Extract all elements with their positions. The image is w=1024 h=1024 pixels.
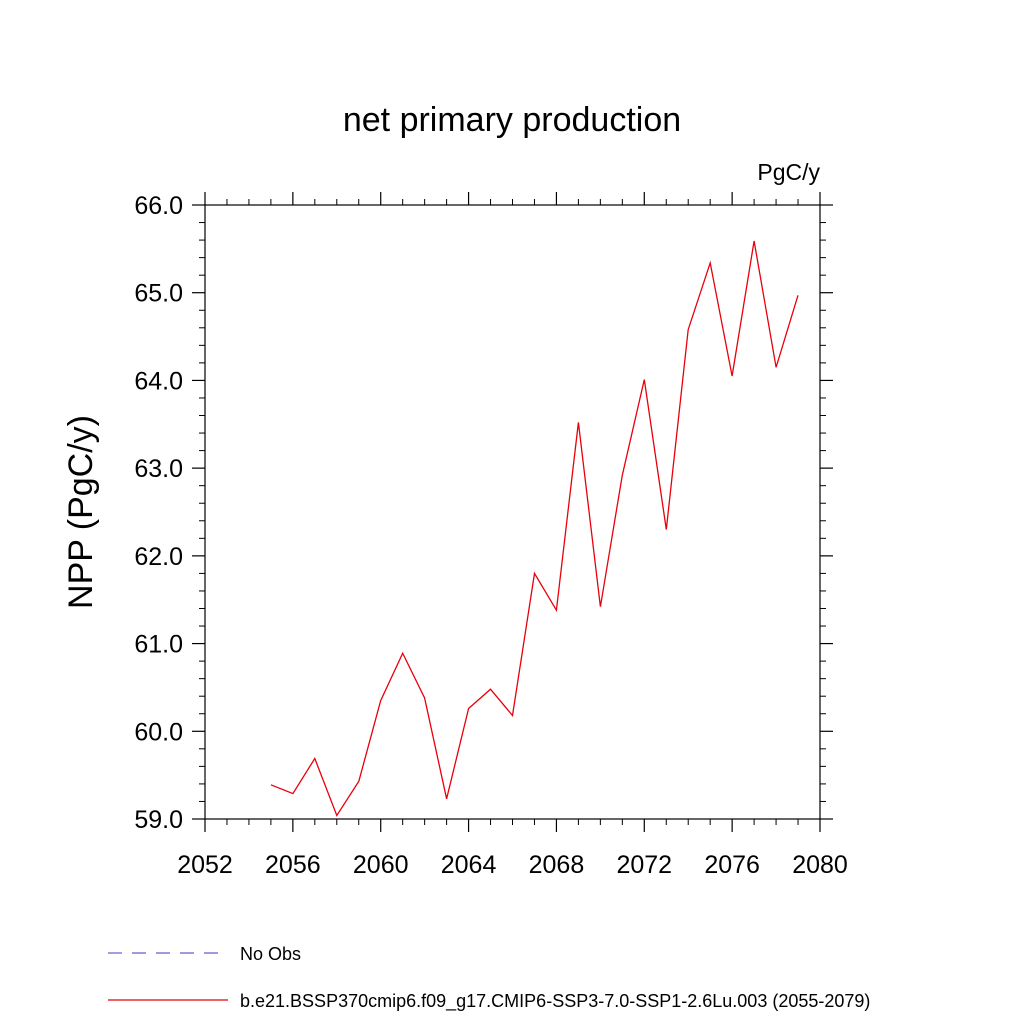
y-tick-label: 63.0 xyxy=(134,455,183,483)
y-tick-label: 66.0 xyxy=(134,192,183,220)
x-tick-label: 2060 xyxy=(353,851,409,879)
x-tick-label: 2052 xyxy=(177,851,233,879)
y-tick-labels: 59.0 60.0 61.0 62.0 63.0 64.0 65.0 66.0 xyxy=(134,192,183,834)
y-tick-label: 60.0 xyxy=(134,718,183,746)
axis-ticks xyxy=(192,192,833,832)
chart-title: net primary production xyxy=(343,101,681,139)
x-tick-label: 2072 xyxy=(616,851,672,879)
series-layer xyxy=(270,240,799,817)
series-line xyxy=(270,240,799,817)
x-tick-label: 2080 xyxy=(792,851,848,879)
y-tick-label: 61.0 xyxy=(134,631,183,659)
legend: No Obs b.e21.BSSP370cmip6.f09_g17.CMIP6-S… xyxy=(108,944,870,1012)
y-tick-label: 59.0 xyxy=(134,806,183,834)
legend-label: b.e21.BSSP370cmip6.f09_g17.CMIP6-SSP3-7.… xyxy=(240,991,870,1012)
x-tick-label: 2056 xyxy=(265,851,321,879)
x-tick-label: 2064 xyxy=(441,851,497,879)
y-axis-label: NPP (PgC/y) xyxy=(62,415,100,609)
y-tick-label: 64.0 xyxy=(134,367,183,395)
y-tick-label: 62.0 xyxy=(134,543,183,571)
y-tick-label: 65.0 xyxy=(134,280,183,308)
plot-frame xyxy=(204,204,821,820)
units-label: PgC/y xyxy=(757,159,820,185)
x-tick-label: 2068 xyxy=(529,851,585,879)
legend-label: No Obs xyxy=(240,944,301,964)
x-tick-label: 2076 xyxy=(704,851,760,879)
x-tick-labels: 2052 2056 2060 2064 2068 2072 2076 2080 xyxy=(177,851,848,879)
